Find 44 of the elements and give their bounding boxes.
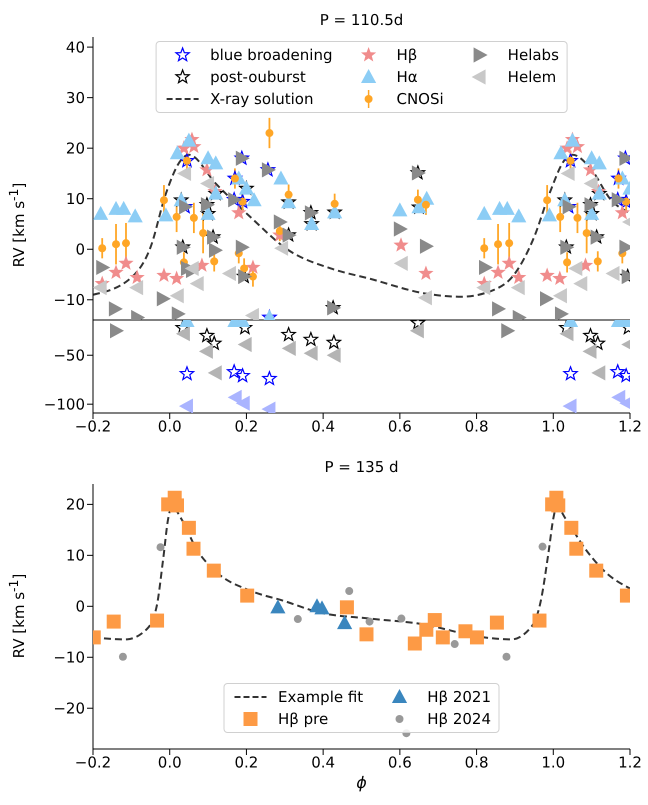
legend-label: X-ray solution	[210, 90, 314, 108]
y-tick-label: −20	[53, 700, 85, 718]
y-tick-label: 40	[66, 38, 85, 56]
x-tick-label: 0.6	[388, 418, 412, 436]
y-tick-label: −50	[53, 346, 85, 365]
legend-label: Helabs	[508, 46, 559, 64]
legend-label: Hβ	[396, 46, 418, 64]
x-tick-label: 0.2	[234, 418, 258, 436]
legend-label: CNOSi	[396, 90, 444, 108]
x-tick-label: 1.2	[618, 418, 642, 436]
x-axis-title: ϕ	[356, 773, 368, 792]
y-tick-label: 30	[66, 88, 85, 107]
x-tick-label: 0.8	[464, 754, 488, 772]
chart-title: P = 110.5d	[318, 11, 404, 29]
legend-label: Hα	[396, 68, 418, 86]
y-tick-label: −100	[44, 396, 85, 414]
legend-label: Example fit	[278, 688, 364, 706]
x-tick-label: 0.2	[234, 754, 258, 772]
x-tick-label: −0.2	[74, 754, 112, 772]
y-tick-label: 0	[75, 598, 85, 616]
x-tick-label: 1.0	[541, 754, 566, 772]
x-tick-label: 0.0	[158, 418, 182, 436]
x-tick-label: 1.0	[541, 418, 566, 436]
y-tick-label: −10	[53, 648, 85, 667]
y-tick-label: 20	[66, 496, 85, 514]
x-tick-label: −0.2	[74, 418, 112, 436]
y-tick-label: 10	[66, 546, 85, 565]
x-tick-label: 0.6	[388, 754, 412, 772]
y-tick-label: 10	[66, 190, 85, 208]
legend-label: Hβ 2021	[427, 688, 491, 706]
x-tick-label: 0.4	[311, 754, 336, 772]
x-tick-label: 1.2	[618, 754, 642, 772]
legend-label: Hβ pre	[278, 710, 328, 728]
chart-title: P = 135 d	[323, 458, 400, 476]
x-tick-label: 0.0	[158, 754, 182, 772]
y-tick-label: 20	[66, 140, 85, 158]
x-tick-label: 0.4	[311, 418, 336, 436]
legend-label: Hβ 2024	[427, 710, 491, 728]
y-tick-label: 0	[75, 240, 85, 259]
x-tick-label: 0.8	[464, 418, 488, 436]
y-tick-label: −10	[53, 291, 85, 310]
legend-label: blue broadening	[210, 46, 332, 64]
legend-label: post-ouburst	[210, 68, 306, 86]
legend-label: Helem	[508, 68, 556, 86]
